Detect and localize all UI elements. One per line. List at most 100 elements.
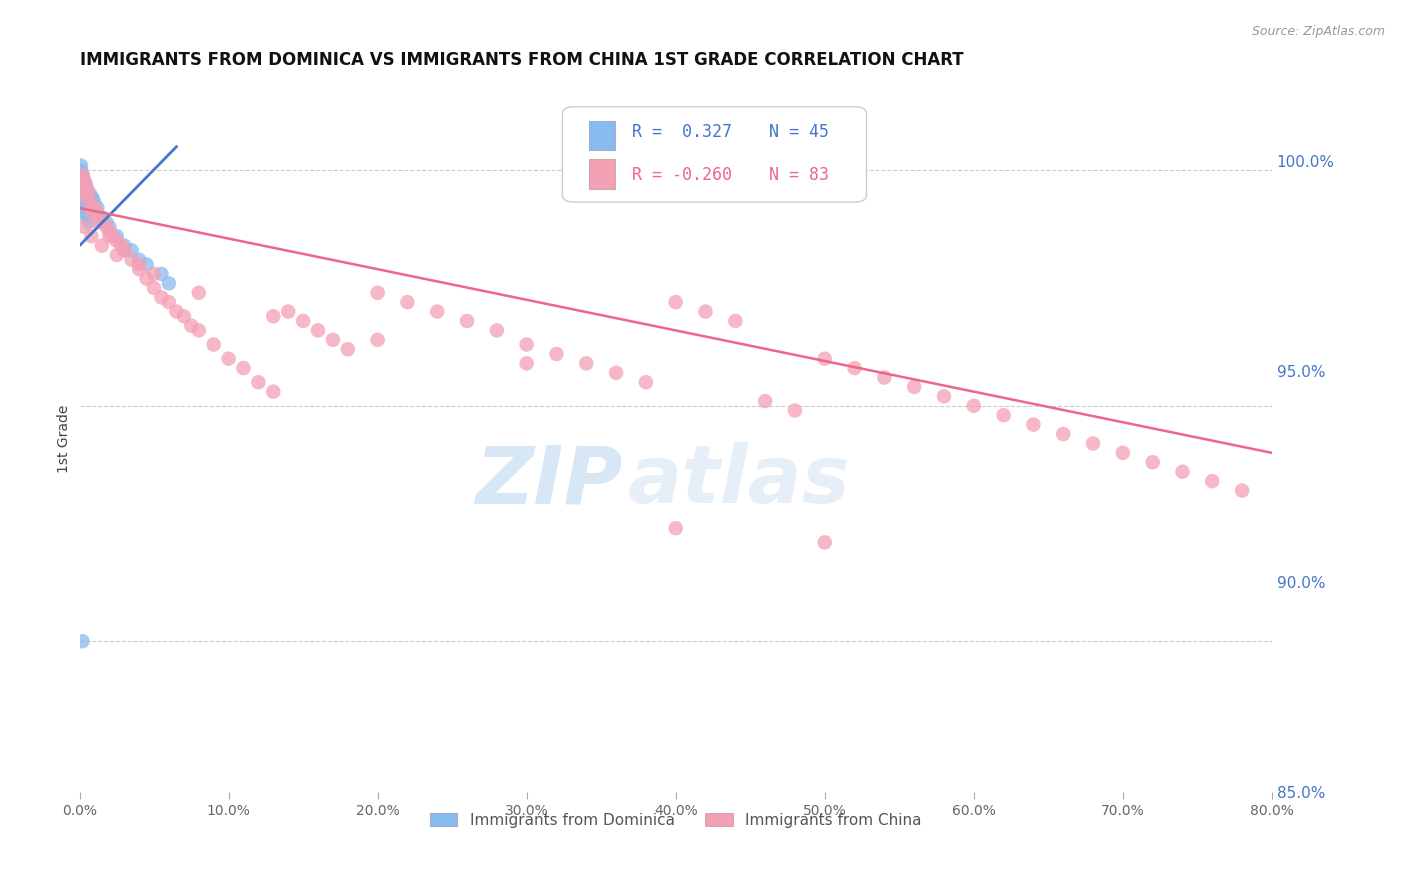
FancyBboxPatch shape [562, 107, 866, 202]
Bar [589, 120, 614, 151]
Point [72, 178, 94, 192]
Point [110, 238, 132, 252]
Point [157, 295, 180, 310]
Point [695, 304, 717, 318]
Point [90, 211, 112, 225]
Point [112, 244, 135, 258]
Point [180, 318, 202, 333]
Point [143, 267, 166, 281]
Point [814, 351, 837, 366]
Point [90, 215, 112, 229]
Point [77, 186, 100, 201]
Point [121, 244, 143, 258]
Point [873, 370, 896, 384]
Point [575, 356, 598, 370]
Point [367, 333, 389, 347]
Point [993, 408, 1015, 422]
Point [86, 205, 108, 219]
Point [963, 399, 986, 413]
Point [70, 168, 93, 182]
Point [165, 304, 187, 318]
Text: Source: ZipAtlas.com: Source: ZipAtlas.com [1251, 25, 1385, 38]
Point [83, 201, 105, 215]
Point [634, 375, 657, 389]
Text: N = 45: N = 45 [769, 122, 828, 141]
Point [516, 337, 538, 351]
Point [72, 634, 94, 648]
Point [70, 186, 93, 201]
Legend: Immigrants from Dominica, Immigrants from China: Immigrants from Dominica, Immigrants fro… [423, 806, 928, 834]
Text: R =  0.327: R = 0.327 [631, 122, 731, 141]
Point [90, 238, 112, 252]
Point [79, 186, 101, 201]
Point [75, 186, 97, 201]
Point [72, 168, 94, 182]
Text: R = -0.260: R = -0.260 [631, 166, 731, 184]
Point [187, 285, 209, 300]
Point [844, 361, 866, 376]
Point [202, 337, 225, 351]
Point [128, 262, 150, 277]
Point [70, 192, 93, 206]
Point [105, 248, 128, 262]
Point [665, 521, 688, 535]
Point [516, 356, 538, 370]
Point [76, 186, 98, 201]
Point [77, 215, 100, 229]
Point [76, 182, 98, 196]
Point [150, 290, 173, 304]
Point [292, 314, 315, 328]
Point [76, 192, 98, 206]
Point [128, 252, 150, 267]
Point [1142, 455, 1164, 469]
Point [426, 304, 449, 318]
Point [96, 215, 118, 229]
Point [72, 172, 94, 186]
Point [173, 310, 195, 324]
Text: ZIP: ZIP [475, 442, 621, 520]
Point [218, 351, 240, 366]
Point [112, 238, 135, 252]
Point [456, 314, 478, 328]
Point [754, 394, 776, 409]
Point [76, 211, 98, 225]
Point [150, 267, 173, 281]
Point [72, 182, 94, 196]
Point [105, 229, 128, 244]
Point [80, 196, 103, 211]
Point [932, 389, 955, 403]
Point [135, 258, 157, 272]
Text: IMMIGRANTS FROM DOMINICA VS IMMIGRANTS FROM CHINA 1ST GRADE CORRELATION CHART: IMMIGRANTS FROM DOMINICA VS IMMIGRANTS F… [80, 51, 963, 69]
Point [322, 333, 344, 347]
Point [307, 323, 329, 337]
Point [98, 225, 121, 239]
Point [112, 244, 135, 258]
Text: atlas: atlas [628, 442, 851, 520]
Point [75, 205, 97, 219]
Point [128, 258, 150, 272]
Point [73, 186, 96, 201]
Point [73, 178, 96, 192]
Point [82, 192, 104, 206]
Point [72, 186, 94, 201]
Point [76, 182, 98, 196]
Bar [589, 159, 614, 188]
Point [1201, 474, 1223, 488]
Point [70, 182, 93, 196]
Point [72, 196, 94, 211]
Point [70, 178, 93, 192]
Point [336, 343, 359, 357]
Point [1022, 417, 1045, 432]
Point [83, 196, 105, 211]
Point [80, 192, 103, 206]
Point [232, 361, 254, 376]
Point [665, 295, 688, 310]
Y-axis label: 1st Grade: 1st Grade [58, 405, 72, 473]
Point [1112, 446, 1135, 460]
Point [72, 168, 94, 182]
Point [80, 205, 103, 219]
Point [73, 172, 96, 186]
Point [247, 375, 270, 389]
Point [143, 281, 166, 295]
Point [70, 163, 93, 178]
